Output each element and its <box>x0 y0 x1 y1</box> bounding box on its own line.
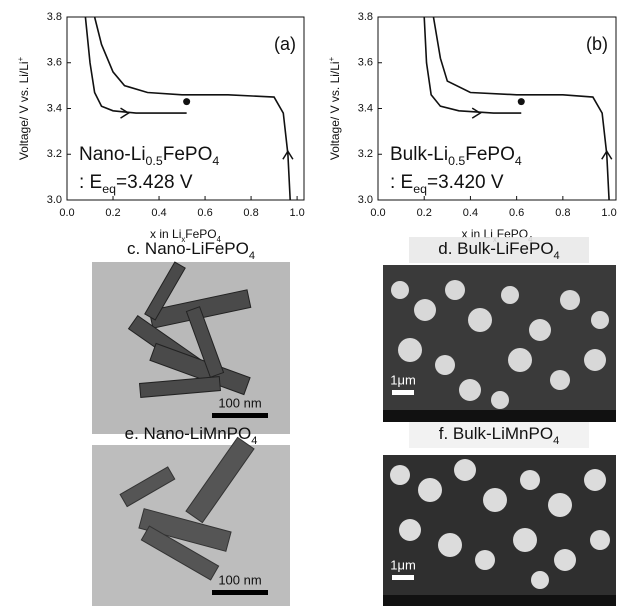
annotation: : Eeq=3.428 V <box>79 172 193 196</box>
scale-bar <box>392 575 414 580</box>
annotation-part: FePO <box>163 144 213 165</box>
y-tick-label: 3.6 <box>358 57 373 69</box>
y-axis-label-part: + <box>327 56 336 61</box>
image-label: e. Nano-LiMnPO4 <box>125 424 258 446</box>
x-tick-label: 1.0 <box>289 207 304 219</box>
x-axis-label-part: 4 <box>217 235 222 244</box>
annotation: : Eeq=3.420 V <box>390 172 504 196</box>
annotation-part: eq <box>102 182 116 196</box>
image-label-part: 4 <box>251 435 257 447</box>
x-tick-label: 1.0 <box>601 207 616 219</box>
panel-label: (b) <box>586 34 608 54</box>
scale-bar <box>212 590 268 595</box>
scale-bar <box>392 390 414 395</box>
annotation: Bulk-Li0.5FePO4 <box>390 144 522 168</box>
image-label-part: f. Bulk-LiMnPO <box>439 424 553 443</box>
image-label-part: 4 <box>553 435 559 447</box>
annotation-part: =3.428 V <box>116 172 193 193</box>
y-axis-label-part: Voltage/ V vs. Li/Li <box>17 61 31 160</box>
image-label: f. Bulk-LiMnPO4 <box>439 424 559 446</box>
arrow <box>120 107 130 119</box>
y-axis-label-part: + <box>16 56 25 61</box>
point <box>517 98 525 106</box>
x-tick-label: 0.4 <box>463 207 478 219</box>
annotation-part: : E <box>390 172 413 193</box>
x-axis-label: x in LixFePO4 <box>150 227 222 243</box>
curve <box>93 16 291 201</box>
y-axis-label: Voltage/ V vs. Li/Li+ <box>327 56 343 160</box>
image-label-part: d. Bulk-LiFePO <box>438 239 553 258</box>
y-tick-label: 3.8 <box>47 11 62 23</box>
y-tick-label: 3.8 <box>358 11 373 23</box>
scale-bar-label: 100 nm <box>218 572 261 587</box>
micrograph-c <box>92 261 290 434</box>
annotation-part: 4 <box>212 154 219 168</box>
y-tick-label: 3.2 <box>358 148 373 160</box>
annotation-part: 0.5 <box>146 154 163 168</box>
x-tick-label: 0.2 <box>105 207 120 219</box>
image-label-part: 4 <box>249 250 255 262</box>
x-tick-label: 0.0 <box>370 207 385 219</box>
scale-bar-label: 100 nm <box>218 395 261 410</box>
x-tick-label: 0.8 <box>555 207 570 219</box>
arrow <box>282 149 294 160</box>
x-tick-label: 0.0 <box>59 207 74 219</box>
arrow <box>601 149 613 160</box>
image-label-part: 4 <box>554 250 560 262</box>
annotation-part: FePO <box>465 144 515 165</box>
micrograph-d <box>383 265 616 422</box>
y-tick-label: 3.6 <box>47 57 62 69</box>
y-axis-label-part: Voltage/ V vs. Li/Li <box>328 61 342 160</box>
micrograph-f <box>383 455 616 606</box>
annotation: Nano-Li0.5FePO4 <box>79 144 219 168</box>
y-tick-label: 3.4 <box>47 102 62 114</box>
curve <box>423 16 522 114</box>
image-label-part: c. Nano-LiFePO <box>127 239 249 258</box>
y-tick-label: 3.0 <box>358 194 373 206</box>
annotation-part: eq <box>413 182 427 196</box>
x-axis-label-part: FePO <box>185 227 216 241</box>
label-backdrop <box>409 237 589 263</box>
x-tick-label: 0.8 <box>243 207 258 219</box>
annotation-part: : E <box>79 172 102 193</box>
x-axis-label-part: x <box>181 235 185 244</box>
x-tick-label: 0.6 <box>197 207 212 219</box>
curve <box>432 16 610 201</box>
micrograph-e <box>92 436 290 606</box>
panel-label: (a) <box>274 34 296 54</box>
annotation-part: 4 <box>515 154 522 168</box>
arrow <box>471 107 482 119</box>
point <box>183 98 191 106</box>
image-label: d. Bulk-LiFePO4 <box>438 239 559 261</box>
label-backdrop <box>409 422 589 448</box>
image-label-part: e. Nano-LiMnPO <box>125 424 252 443</box>
scale-bar <box>212 413 268 418</box>
annotation-part: 0.5 <box>448 154 465 168</box>
scale-bar-label: 1μm <box>390 557 416 572</box>
y-tick-label: 3.2 <box>47 148 62 160</box>
x-tick-label: 0.6 <box>509 207 524 219</box>
annotation-part: Bulk-Li <box>390 144 448 165</box>
y-axis-label: Voltage/ V vs. Li/Li+ <box>16 56 32 160</box>
image-label: c. Nano-LiFePO4 <box>127 239 255 261</box>
curve <box>84 16 187 114</box>
annotation-part: Nano-Li <box>79 144 146 165</box>
x-tick-label: 0.2 <box>417 207 432 219</box>
scale-bar-label: 1μm <box>390 372 416 387</box>
y-tick-label: 3.4 <box>358 102 373 114</box>
x-axis-label-part: x in Li <box>150 227 181 241</box>
annotation-part: =3.420 V <box>427 172 504 193</box>
y-tick-label: 3.0 <box>47 194 62 206</box>
x-tick-label: 0.4 <box>151 207 166 219</box>
